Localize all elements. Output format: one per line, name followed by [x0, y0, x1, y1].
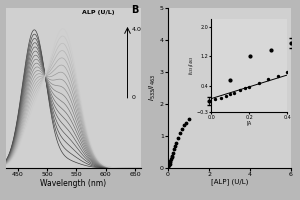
- Text: 4.0: 4.0: [132, 27, 141, 32]
- Text: ALP (U/L): ALP (U/L): [82, 10, 114, 15]
- Point: [166, 165, 171, 168]
- Point: [169, 157, 173, 161]
- Point: [167, 162, 172, 165]
- Point: [178, 131, 183, 134]
- Point: [186, 118, 191, 121]
- Point: [168, 161, 172, 164]
- X-axis label: [ALP] (U/L): [ALP] (U/L): [211, 179, 248, 185]
- Point: [182, 123, 187, 126]
- Point: [172, 148, 177, 151]
- Point: [167, 164, 171, 167]
- Point: [169, 156, 174, 159]
- Point: [180, 127, 185, 131]
- Point: [171, 151, 176, 154]
- Point: [184, 121, 189, 124]
- Text: B: B: [131, 5, 139, 15]
- Point: [170, 154, 175, 157]
- X-axis label: Wavelength (nm): Wavelength (nm): [40, 179, 106, 188]
- Text: 0: 0: [132, 95, 135, 100]
- Point: [176, 136, 181, 139]
- Y-axis label: $I_{533}/I_{463}$: $I_{533}/I_{463}$: [148, 75, 158, 101]
- Point: [168, 159, 173, 163]
- Point: [174, 141, 178, 145]
- Point: [173, 145, 178, 148]
